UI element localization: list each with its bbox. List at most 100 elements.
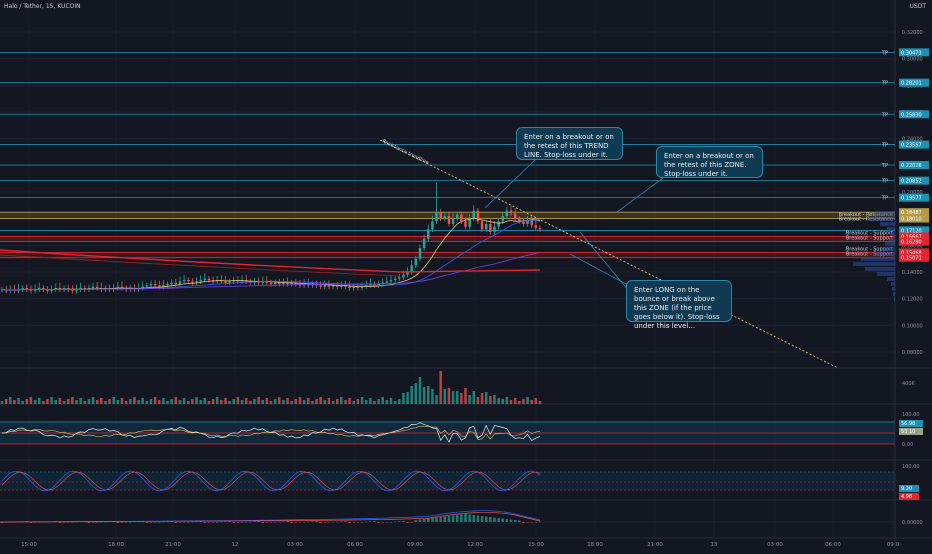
macd-histogram-bar xyxy=(509,519,513,522)
volume-profile-bar xyxy=(877,272,895,276)
volume-bar xyxy=(385,400,389,404)
callout-pointer xyxy=(484,159,536,209)
volume-bar xyxy=(352,401,356,404)
macd-histogram-bar xyxy=(42,522,45,523)
volume-bar xyxy=(493,395,496,404)
volume-bar xyxy=(402,393,405,404)
volume-bar xyxy=(38,398,41,404)
volume-bar xyxy=(530,400,533,404)
symbol-title: Halo / Tether, 15, KUCOIN xyxy=(4,3,81,10)
macd-histogram-bar xyxy=(484,516,488,522)
volume-bar xyxy=(228,401,231,404)
macd-histogram-bar xyxy=(451,515,455,522)
volume-bar xyxy=(71,397,74,404)
candle-body xyxy=(199,280,202,282)
candle-body xyxy=(348,286,351,288)
tp-price-label: 0.19577 xyxy=(901,196,922,202)
macd-histogram-bar xyxy=(364,521,368,523)
candle-body xyxy=(290,282,293,284)
volume-bar xyxy=(364,400,368,404)
volume-bar xyxy=(186,401,190,404)
volume-bar xyxy=(191,399,194,404)
macd-histogram-bar xyxy=(182,522,186,523)
volume-profile-bar xyxy=(865,267,895,271)
volume-bar xyxy=(484,392,488,404)
macd-histogram-bar xyxy=(257,521,260,522)
tp-price-tag xyxy=(899,140,929,149)
volume-bar xyxy=(340,397,343,404)
candle-body xyxy=(377,284,380,286)
volume-bar xyxy=(327,398,331,404)
moving-average-long xyxy=(0,249,541,273)
volume-bar xyxy=(33,400,37,404)
volume-bar xyxy=(25,399,29,404)
volume-bar xyxy=(265,398,269,404)
macd-signal-line xyxy=(0,512,541,523)
volume-bar xyxy=(518,401,521,404)
tp-price-label: 0.20852 xyxy=(901,179,922,185)
volume-bar xyxy=(290,401,293,404)
macd-histogram-bar xyxy=(389,522,393,523)
macd-histogram-bar xyxy=(95,522,99,523)
macd-histogram-bar xyxy=(319,522,322,523)
volume-bar xyxy=(58,398,62,404)
volume-bar xyxy=(315,399,318,404)
macd-histogram-bar xyxy=(340,521,343,522)
tp-price-tag xyxy=(899,78,929,87)
price-tick-label: 0.08000 xyxy=(902,350,923,356)
time-tick-label: 12 xyxy=(232,542,239,548)
macd-histogram-bar xyxy=(66,522,70,523)
tp-price-tag xyxy=(899,160,929,169)
macd-histogram-bar xyxy=(153,522,157,523)
resistance-trendline xyxy=(379,139,839,369)
volume-bar xyxy=(273,399,277,404)
macd-histogram-bar xyxy=(33,522,37,523)
tp-label: TP xyxy=(881,179,888,185)
volume-bar xyxy=(522,399,525,404)
volume-bar xyxy=(302,400,306,404)
candle-body xyxy=(162,285,165,287)
candle-body xyxy=(195,281,198,283)
candle-body xyxy=(509,210,513,214)
macd-histogram-bar xyxy=(373,521,376,522)
volume-bar xyxy=(46,399,49,404)
macd-histogram-bar xyxy=(402,521,405,522)
stoch-tick-label: 100.00 xyxy=(902,464,920,470)
candle-body xyxy=(431,221,434,230)
price-tick-label: 0.14000 xyxy=(902,270,923,276)
volume-profile-bar xyxy=(861,257,895,261)
time-tick-label: 09:00 xyxy=(407,542,423,548)
time-tick-label: 09:0 xyxy=(887,542,900,548)
macd-histogram-bar xyxy=(294,522,298,523)
zone-price-label: 0.15468 xyxy=(901,250,922,256)
rsi-tick-label: 100.00 xyxy=(902,412,920,418)
macd-histogram-bar xyxy=(133,521,136,523)
macd-histogram-bar xyxy=(410,522,413,523)
candle-body xyxy=(25,288,29,290)
tp-label: TP xyxy=(881,196,888,202)
candle-body xyxy=(273,282,277,284)
macd-histogram-bar xyxy=(215,522,219,523)
zone-price-tag xyxy=(899,226,929,235)
volume-bar xyxy=(244,398,248,404)
candle-body xyxy=(116,286,120,288)
candle-body xyxy=(410,265,413,272)
candle-body xyxy=(335,285,339,287)
volume-bar xyxy=(145,401,149,404)
time-tick-label: 13 xyxy=(711,542,718,548)
candle-body xyxy=(50,289,53,291)
macd-histogram-bar xyxy=(455,515,459,522)
time-tick-label: 15:00 xyxy=(528,542,544,548)
macd-histogram-bar xyxy=(393,521,397,523)
candle-body xyxy=(385,281,389,283)
volume-bar xyxy=(199,400,202,404)
macd-histogram-bar xyxy=(282,521,285,522)
volume-bar xyxy=(307,398,310,404)
candle-body xyxy=(211,280,215,282)
volume-bar xyxy=(476,397,480,404)
macd-histogram-bar xyxy=(116,522,120,523)
volume-bar xyxy=(79,398,82,404)
candle-body xyxy=(439,212,442,219)
